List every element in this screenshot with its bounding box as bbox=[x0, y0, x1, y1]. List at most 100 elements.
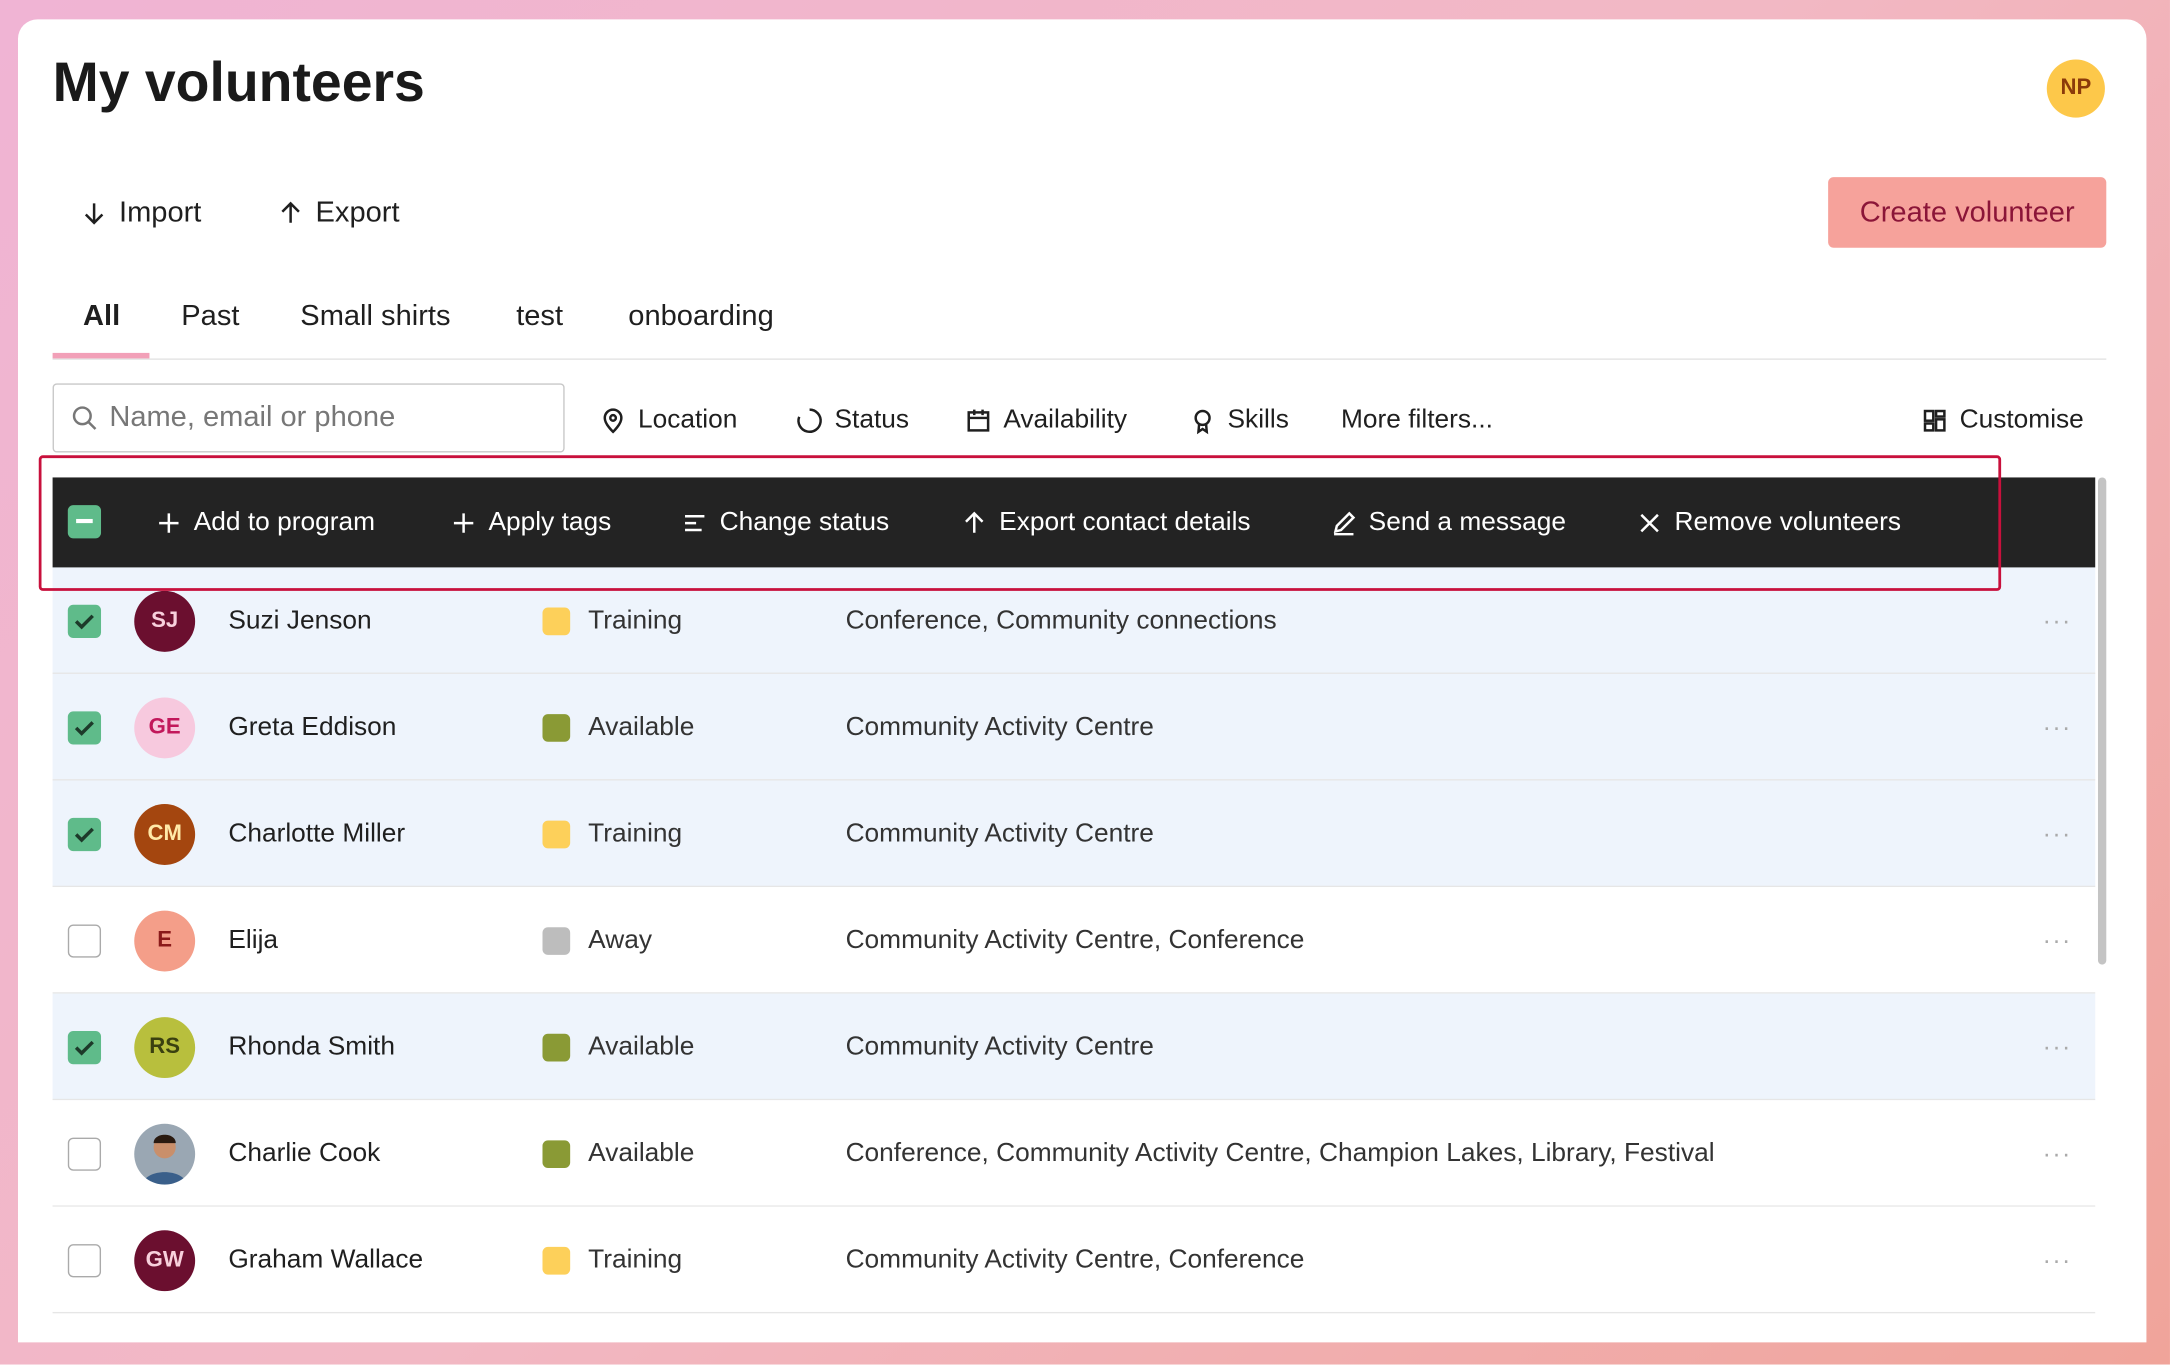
bulk-action-label: Remove volunteers bbox=[1674, 507, 1902, 537]
locations: Community Activity Centre, Conference bbox=[845, 1245, 1305, 1275]
table-row[interactable]: GW Graham Wallace Training Community Activi… bbox=[52, 1206, 2096, 1314]
volunteer-name[interactable]: Greta Eddison bbox=[228, 712, 397, 742]
row-menu[interactable]: ··· bbox=[2042, 1033, 2072, 1061]
row-menu[interactable]: ··· bbox=[2042, 819, 2072, 848]
volunteer-name[interactable]: Graham Wallace bbox=[228, 1245, 424, 1275]
tab[interactable]: Small shirts bbox=[300, 300, 451, 333]
avatar: GW bbox=[134, 1230, 196, 1292]
row-checkbox[interactable] bbox=[67, 711, 102, 745]
row-checkbox[interactable] bbox=[67, 1031, 102, 1065]
table-row[interactable]: E Elija Away Community Activity Centre, Con… bbox=[52, 887, 2096, 994]
filter-button[interactable]: Availability bbox=[965, 405, 1128, 435]
tab[interactable]: Past bbox=[181, 300, 240, 333]
tab-underline bbox=[52, 352, 150, 359]
bulk-action-button[interactable]: Add to program bbox=[155, 508, 375, 538]
customise-label: Customise bbox=[1959, 405, 2084, 435]
bulk-action-button[interactable]: Apply tags bbox=[450, 507, 612, 538]
export-button[interactable]: Export bbox=[277, 197, 400, 230]
scrollbar bbox=[2097, 477, 2107, 965]
bulk-action-button[interactable]: Export contact details bbox=[960, 507, 1251, 538]
bulk-action-button[interactable]: Change status bbox=[681, 508, 889, 538]
row-menu[interactable]: ··· bbox=[2042, 606, 2072, 635]
bulk-action-label: Export contact details bbox=[999, 507, 1251, 537]
avatar: GE bbox=[134, 697, 196, 759]
page-title: My volunteers bbox=[52, 52, 425, 114]
status-label: Training bbox=[588, 1245, 683, 1275]
volunteer-name[interactable]: Elija bbox=[228, 925, 279, 955]
status-indicator bbox=[542, 1033, 571, 1062]
search-placeholder: Name, email or phone bbox=[109, 401, 396, 434]
import-button[interactable]: Import bbox=[80, 197, 201, 230]
table-row[interactable]: CM Charlotte Miller Training Community Acti… bbox=[52, 780, 2096, 888]
filter-button[interactable]: Location bbox=[599, 405, 737, 435]
bulk-action-bar: Add to program Apply tags Change status Exp… bbox=[52, 477, 2096, 568]
status-label: Away bbox=[588, 925, 652, 955]
filter-button[interactable]: Skills bbox=[1189, 405, 1289, 435]
locations: Conference, Community connections bbox=[845, 606, 1277, 636]
row-menu[interactable]: ··· bbox=[2042, 713, 2072, 742]
table-row[interactable]: GE Greta Eddison Available Community Activi… bbox=[52, 673, 2096, 781]
status-label: Available bbox=[588, 1138, 695, 1169]
table-row[interactable]: SJ Suzi Jenson Training Conference, Communi… bbox=[52, 567, 2096, 674]
bulk-action-button[interactable]: Send a message bbox=[1330, 508, 1566, 538]
locations: Conference, Community Activity Centre, C… bbox=[845, 1138, 1715, 1169]
status-indicator bbox=[542, 927, 571, 955]
bulk-action-label: Change status bbox=[719, 507, 890, 537]
bulk-action-label: Add to program bbox=[193, 507, 375, 537]
status-indicator bbox=[542, 1140, 571, 1169]
volunteer-name[interactable]: Charlie Cook bbox=[228, 1138, 381, 1169]
status-indicator bbox=[542, 1246, 571, 1275]
table-row[interactable]: Charlie Cook Available Conference, Communi… bbox=[52, 1100, 2096, 1207]
status-label: Available bbox=[588, 1032, 695, 1062]
locations: Community Activity Centre, Conference bbox=[845, 925, 1305, 955]
volunteer-name[interactable]: Rhonda Smith bbox=[228, 1032, 395, 1062]
filter-label: More filters... bbox=[1340, 405, 1493, 435]
locations: Community Activity Centre bbox=[845, 1032, 1154, 1062]
highlight-box bbox=[38, 455, 2002, 591]
tab[interactable]: onboarding bbox=[628, 300, 774, 333]
user-avatar[interactable]: NP bbox=[2046, 59, 2105, 118]
avatar: CM bbox=[134, 804, 196, 865]
filter-button[interactable]: Status bbox=[796, 405, 909, 435]
search-box[interactable]: Name, email or phone bbox=[52, 383, 565, 453]
create-volunteer-button[interactable]: Create volunteer bbox=[1828, 177, 2107, 248]
avatar: SJ bbox=[134, 590, 196, 652]
filter-label: Location bbox=[637, 405, 738, 435]
export-label: Export bbox=[315, 196, 400, 229]
filter-label: Status bbox=[834, 405, 910, 435]
row-checkbox[interactable] bbox=[67, 924, 102, 958]
customise-button[interactable]: Customise bbox=[1921, 405, 2084, 435]
row-checkbox[interactable] bbox=[67, 817, 102, 852]
status-indicator bbox=[542, 607, 571, 636]
row-checkbox[interactable] bbox=[67, 604, 102, 638]
card: My volunteers NP Import Export Create vo… bbox=[17, 19, 2147, 1343]
status-indicator bbox=[542, 820, 571, 849]
bulk-action-label: Send a message bbox=[1368, 507, 1567, 537]
status-label: Training bbox=[588, 606, 683, 636]
import-label: Import bbox=[119, 196, 202, 229]
avatar: RS bbox=[134, 1017, 196, 1079]
status-label: Available bbox=[588, 712, 695, 742]
avatar: E bbox=[134, 910, 196, 972]
status-indicator bbox=[542, 714, 571, 742]
row-menu[interactable]: ··· bbox=[2042, 1139, 2072, 1168]
select-all-checkbox[interactable] bbox=[67, 505, 102, 539]
filter-button[interactable]: More filters... bbox=[1341, 405, 1493, 435]
row-checkbox[interactable] bbox=[67, 1137, 102, 1171]
volunteer-name[interactable]: Suzi Jenson bbox=[228, 606, 372, 636]
table-row[interactable]: RS Rhonda Smith Available Community Activit… bbox=[52, 993, 2096, 1101]
bulk-action-label: Apply tags bbox=[488, 507, 612, 537]
filter-label: Skills bbox=[1227, 405, 1289, 435]
row-checkbox[interactable] bbox=[67, 1244, 102, 1278]
row-menu[interactable]: ··· bbox=[2042, 926, 2072, 955]
filter-label: Availability bbox=[1003, 405, 1128, 435]
tab[interactable]: All bbox=[83, 300, 121, 333]
bulk-action-button[interactable]: Remove volunteers bbox=[1636, 508, 1901, 538]
tab[interactable]: test bbox=[516, 300, 564, 333]
row-menu[interactable]: ··· bbox=[2042, 1246, 2072, 1274]
divider bbox=[52, 358, 2107, 360]
locations: Community Activity Centre bbox=[845, 819, 1154, 849]
volunteer-name[interactable]: Charlotte Miller bbox=[228, 819, 406, 849]
